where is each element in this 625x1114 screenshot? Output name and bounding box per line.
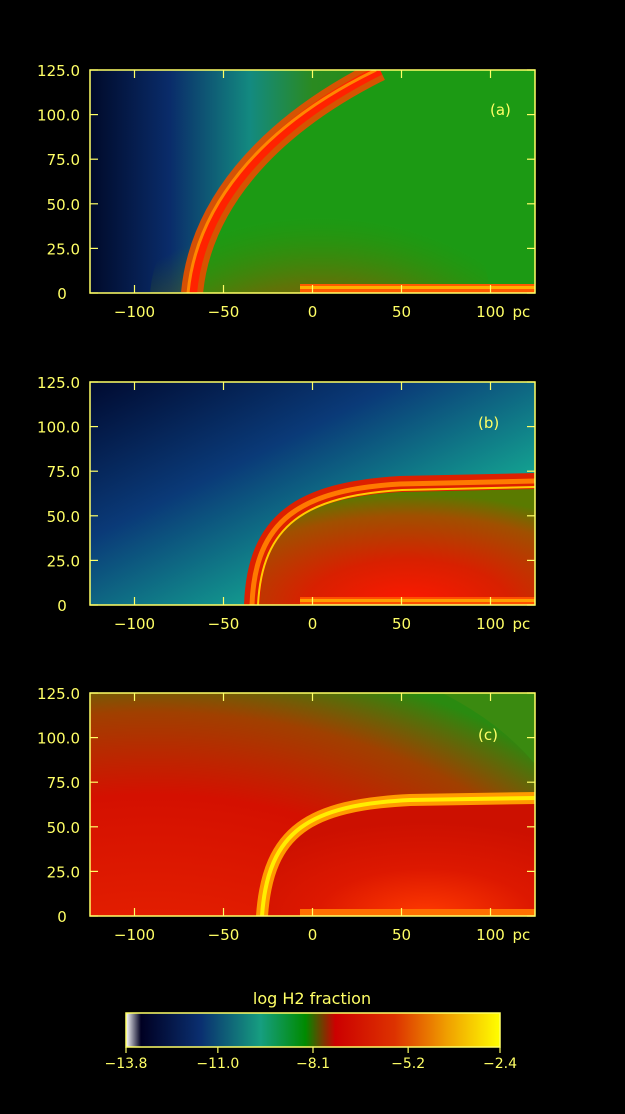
x-tick-label: 50: [392, 615, 411, 633]
y-tick-label: 125.0: [37, 685, 80, 703]
y-tick-label: 0: [57, 908, 67, 926]
y-tick-label: 75.0: [47, 774, 80, 792]
colorbar-tick-label: −5.2: [391, 1056, 425, 1072]
y-tick-label: 25.0: [47, 863, 80, 881]
panel-a-image: [90, 70, 535, 293]
panel-c-ticks: −100 −50 0 50 100 pc 0 25.0 50.0 75.0 100.0 125.0: [37, 685, 535, 944]
x-tick-label: −100: [114, 926, 155, 944]
x-tick-label: 100: [476, 303, 505, 321]
x-unit-label: pc: [513, 926, 531, 944]
y-tick-label: 50.0: [47, 508, 80, 526]
colorbar-tick-label: −8.1: [296, 1056, 330, 1072]
panel-a-label: (a): [490, 101, 511, 119]
panel-a-ticks: −100 −50 0 50 100 pc 0 25.0 50.0 75.0 100.0 125.0: [37, 62, 535, 321]
colorbar-tick-label: −2.4: [483, 1056, 517, 1072]
x-tick-label: 0: [308, 303, 318, 321]
y-tick-label: 100.0: [37, 419, 80, 437]
colorbar: log H2 fraction −13.8 −11.0 −8.1 −5.2 −2.4: [105, 989, 518, 1072]
x-tick-label: 100: [476, 926, 505, 944]
y-tick-label: 0: [57, 597, 67, 615]
colorbar-gradient: [126, 1013, 500, 1047]
x-tick-label: −50: [208, 926, 240, 944]
x-tick-label: 100: [476, 615, 505, 633]
x-tick-label: 0: [308, 926, 318, 944]
colorbar-tick-label: −13.8: [105, 1056, 148, 1072]
panel-b: −100 −50 0 50 100 pc 0 25.0 50.0 75.0 100.0 125.0 (…: [37, 374, 536, 633]
y-tick-label: 100.0: [37, 107, 80, 125]
panel-b-label: (b): [478, 414, 499, 432]
x-tick-label: 50: [392, 303, 411, 321]
panel-c: −100 −50 0 50 100 pc 0 25.0 50.0 75.0 100.0 125.0 (…: [37, 685, 536, 944]
y-tick-label: 100.0: [37, 730, 80, 748]
y-tick-label: 75.0: [47, 463, 80, 481]
y-tick-label: 25.0: [47, 552, 80, 570]
y-tick-label: 0: [57, 285, 67, 303]
x-tick-label: −50: [208, 615, 240, 633]
x-unit-label: pc: [513, 615, 531, 633]
y-tick-label: 75.0: [47, 151, 80, 169]
x-tick-label: 50: [392, 926, 411, 944]
y-tick-label: 125.0: [37, 62, 80, 80]
panel-c-label: (c): [478, 726, 498, 744]
x-tick-label: −100: [114, 615, 155, 633]
x-tick-label: 0: [308, 615, 318, 633]
y-tick-label: 125.0: [37, 374, 80, 392]
y-tick-label: 50.0: [47, 196, 80, 214]
panel-c-image: [90, 693, 535, 916]
colorbar-tick-label: −11.0: [196, 1056, 239, 1072]
y-tick-label: 50.0: [47, 819, 80, 837]
panel-a: −100 −50 0 50 100 pc 0 25.0 50.0 75.0 100.0 125.0 (…: [37, 62, 536, 321]
x-unit-label: pc: [513, 303, 531, 321]
x-tick-label: −100: [114, 303, 155, 321]
y-tick-label: 25.0: [47, 240, 80, 258]
x-tick-label: −50: [208, 303, 240, 321]
panel-b-ticks: −100 −50 0 50 100 pc 0 25.0 50.0 75.0 100.0 125.0: [37, 374, 535, 633]
colorbar-ticks: −13.8 −11.0 −8.1 −5.2 −2.4: [105, 1047, 517, 1072]
panel-b-image: [90, 382, 535, 605]
colorbar-title: log H2 fraction: [253, 989, 371, 1008]
